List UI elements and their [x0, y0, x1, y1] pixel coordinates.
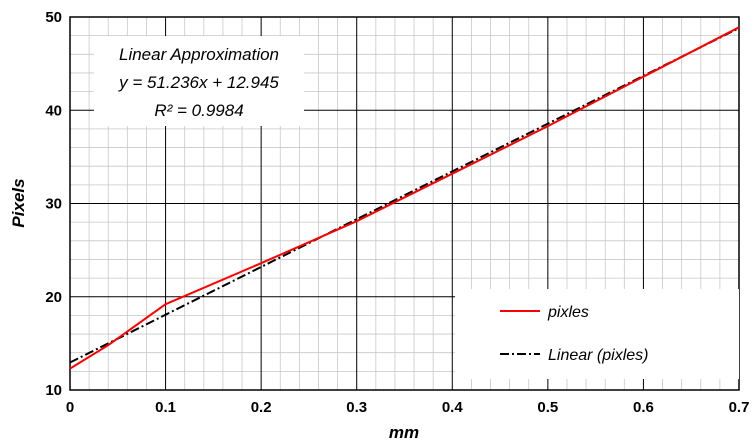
annotation-equation: y = 51.236x + 12.945	[118, 73, 279, 92]
x-tick-label: 0.2	[251, 399, 272, 416]
legend-box	[455, 289, 739, 379]
plot-border	[69, 16, 740, 391]
annotation-r-squared: R² = 0.9984	[154, 101, 243, 120]
legend-label-pixles: pixles	[547, 304, 589, 321]
y-tick-labels: 10 20 30 40 50	[45, 9, 62, 399]
x-tick-label: 0.3	[346, 399, 367, 416]
y-axis-title: Pixels	[9, 178, 28, 227]
trendline-annotation: Linear Approximation y = 51.236x + 12.94…	[94, 36, 304, 126]
x-tick-label: 0.5	[537, 399, 558, 416]
x-tick-label: 0.6	[633, 399, 654, 416]
y-tick-label: 10	[45, 382, 62, 399]
series-layer	[69, 26, 740, 370]
series-line-linear-pixles	[69, 27, 740, 364]
y-tick-label: 30	[45, 196, 62, 213]
series-line-pixles	[69, 26, 740, 370]
x-tick-labels: 0 0.1 0.2 0.3 0.4 0.5 0.6 0.7	[66, 399, 750, 416]
annotation-line-1: Linear Approximation	[119, 45, 279, 64]
x-axis-title: mm	[389, 423, 419, 441]
y-tick-label: 50	[45, 9, 62, 26]
y-tick-label: 40	[45, 102, 62, 119]
legend: pixles Linear (pixles)	[455, 289, 739, 379]
x-tick-label: 0.1	[155, 399, 176, 416]
x-tick-label: 0.4	[442, 399, 464, 416]
legend-label-linear: Linear (pixles)	[548, 347, 648, 364]
y-tick-label: 20	[45, 289, 62, 306]
x-tick-label: 0	[66, 399, 74, 416]
x-tick-label: 0.7	[729, 399, 750, 416]
annotation-box	[94, 36, 304, 126]
